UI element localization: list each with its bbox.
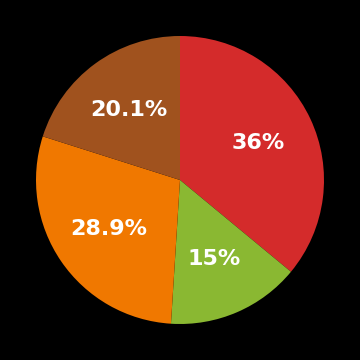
Text: 15%: 15%: [188, 249, 241, 269]
Wedge shape: [43, 36, 180, 180]
Wedge shape: [36, 136, 180, 324]
Text: 28.9%: 28.9%: [70, 219, 147, 239]
Text: 20.1%: 20.1%: [90, 100, 168, 120]
Text: 36%: 36%: [231, 133, 285, 153]
Wedge shape: [171, 180, 291, 324]
Wedge shape: [180, 36, 324, 272]
